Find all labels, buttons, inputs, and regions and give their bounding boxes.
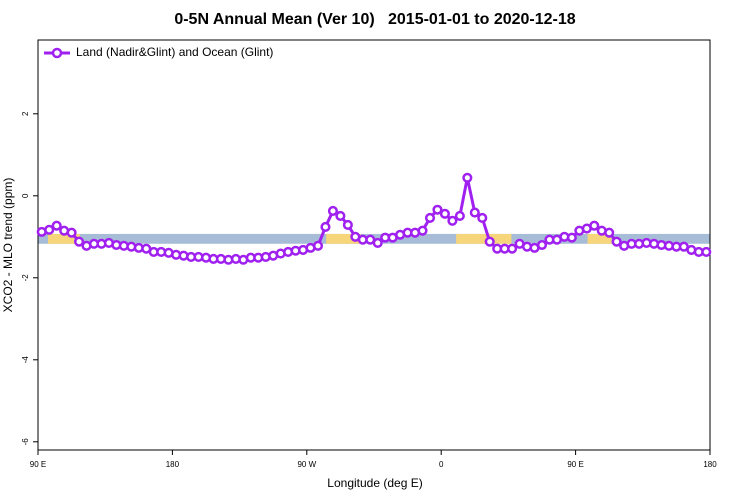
series-point [320,221,331,233]
series-point [51,220,62,231]
series-point [74,236,85,247]
land-band [587,233,612,244]
series-point [477,212,488,223]
series-point [66,227,77,238]
series-point [589,220,600,231]
series-point [417,225,428,236]
x-tick-label: 90 E [30,460,46,469]
series-point [701,246,712,258]
series-point [44,224,55,235]
series-point [536,239,548,251]
series-point [484,236,495,247]
chart-title: 0-5N Annual Mean (Ver 10) 2015-01-01 to … [174,11,575,28]
series-point [327,205,338,217]
series-point [469,207,480,218]
series-point [335,210,346,221]
y-tick-label: 0 [21,193,30,198]
series-point [372,237,383,248]
y-tick-label: -2 [21,274,30,282]
legend-marker [51,47,63,59]
y-tick-label: -4 [21,356,30,364]
x-tick-label: 180 [166,460,180,469]
series-point [454,210,465,221]
y-tick-label: -6 [21,438,30,446]
series-point [507,243,518,254]
plot-frame [37,39,711,451]
y-axis-label: XCO2 - MLO trend (ppm) [1,178,15,313]
series-point [342,219,353,230]
x-tick-label: 0 [439,460,444,469]
land-band [326,233,361,244]
series-point [432,204,443,215]
x-axis-label: Longitude (deg E) [327,476,422,490]
series-point [604,227,615,238]
series-point [312,240,324,251]
series-point [566,232,577,243]
series-point [439,208,450,219]
land-band [48,233,80,244]
x-tick-label: 180 [703,460,717,469]
series-point [424,212,436,223]
series-point [462,172,473,183]
series-point [611,236,622,247]
legend-label: Land (Nadir&Glint) and Ocean (Glint) [76,45,273,59]
land-band [456,233,512,244]
x-tick-label: 90 E [567,460,583,469]
x-tick-label: 90 W [297,460,316,469]
y-tick-label: 2 [21,111,30,116]
series-point [447,215,458,226]
